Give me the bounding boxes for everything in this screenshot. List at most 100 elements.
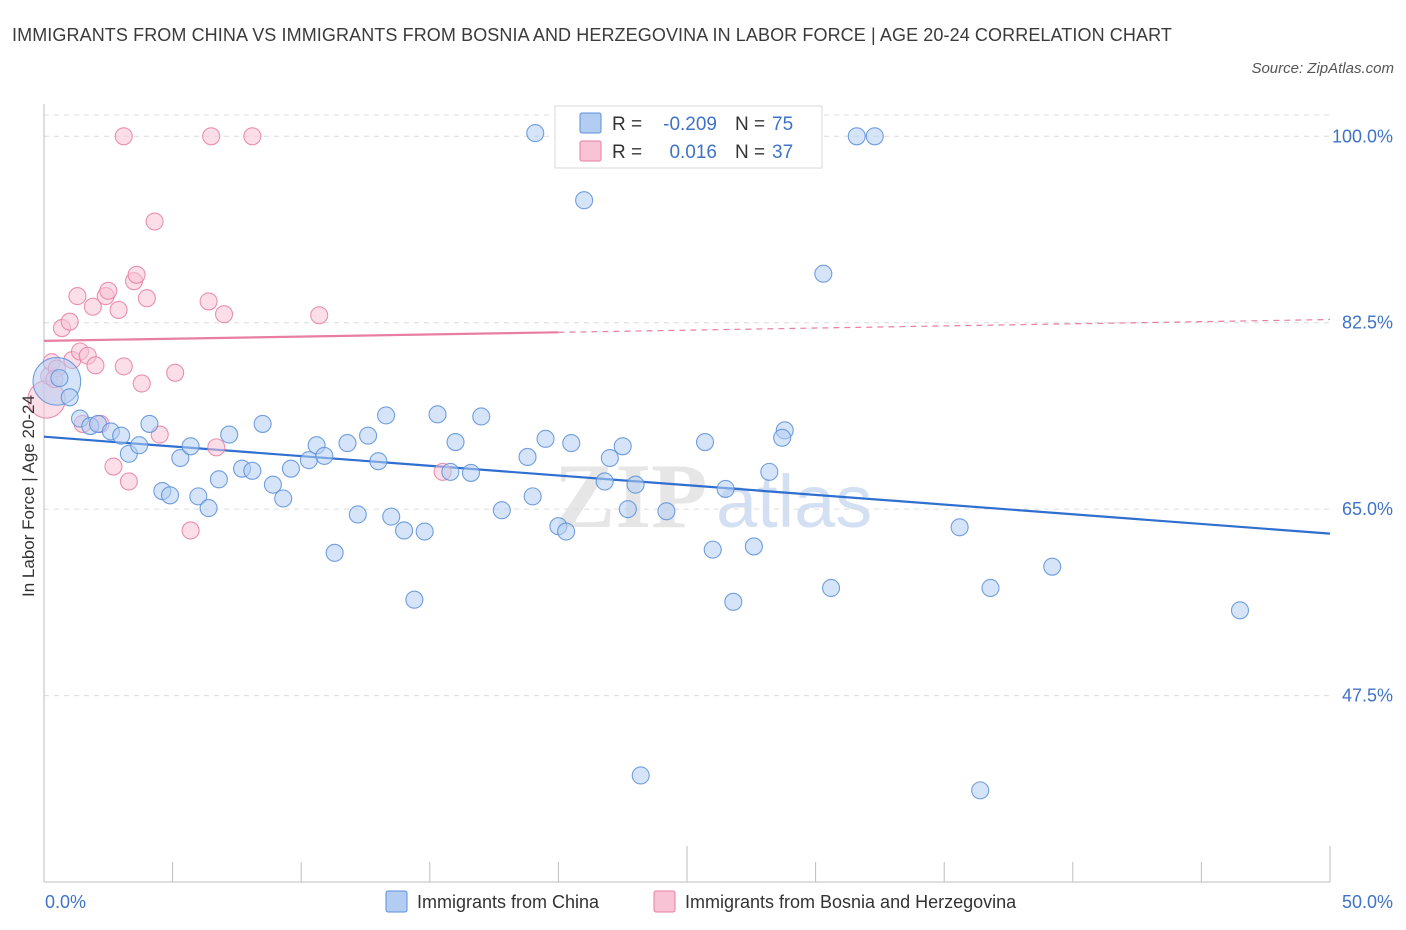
- x-tick-label: 50.0%: [1342, 892, 1393, 912]
- point-china: [716, 479, 735, 498]
- stats-n-label-bosnia: N =: [735, 142, 765, 163]
- point-bosnia: [83, 297, 102, 316]
- point-china: [626, 475, 645, 494]
- point-china: [523, 487, 542, 506]
- gridlines: [44, 114, 1330, 697]
- watermark-atlas: atlas: [716, 460, 872, 543]
- point-bosnia: [202, 127, 221, 146]
- point-china: [821, 578, 841, 598]
- stats-box: R = -0.209 N = 75 R = 0.016 N = 37: [554, 105, 823, 169]
- y-tick-label: 100.0%: [1332, 126, 1393, 146]
- point-china: [441, 462, 460, 481]
- point-china: [140, 414, 159, 433]
- point-china: [348, 505, 367, 524]
- point-china: [562, 434, 581, 453]
- point-china: [171, 448, 190, 468]
- point-china: [724, 592, 743, 611]
- point-china: [744, 537, 763, 556]
- point-bosnia: [114, 127, 133, 146]
- point-china: [613, 437, 632, 456]
- point-bosnia: [166, 363, 185, 382]
- point-china: [50, 369, 69, 388]
- legend: Immigrants from China Immigrants from Bo…: [385, 890, 1017, 913]
- point-china: [773, 428, 792, 447]
- point-china: [112, 426, 131, 445]
- point-china: [382, 507, 401, 526]
- y-axis-label: In Labor Force | Age 20-24: [19, 395, 38, 597]
- point-china: [595, 472, 614, 491]
- trend-lines: [43, 318, 1331, 535]
- point-china: [405, 590, 424, 609]
- axes: [43, 104, 1331, 883]
- point-bosnia: [145, 212, 164, 231]
- point-china: [199, 499, 218, 518]
- point-china: [446, 432, 465, 452]
- point-china: [130, 436, 149, 455]
- point-bosnia: [68, 287, 87, 306]
- point-bosnia: [127, 265, 146, 284]
- trend-line-dashed-1: [558, 318, 1331, 333]
- point-china: [814, 264, 833, 283]
- point-china: [1230, 601, 1250, 620]
- point-china: [526, 124, 545, 143]
- legend-swatch-bosnia: [653, 890, 676, 913]
- x-tick-labels: 0.0% 50.0%: [45, 892, 1393, 912]
- point-china: [325, 543, 344, 562]
- point-china: [189, 487, 208, 506]
- point-bosnia: [181, 521, 200, 540]
- point-china: [338, 434, 357, 453]
- point-china: [1043, 557, 1062, 576]
- point-china: [760, 462, 779, 481]
- point-china: [395, 521, 414, 540]
- point-china: [557, 522, 576, 541]
- y-tick-label: 47.5%: [1342, 686, 1393, 706]
- point-china: [369, 452, 388, 471]
- point-china: [377, 406, 396, 425]
- stats-n-value-bosnia: 37: [772, 142, 793, 163]
- point-china: [415, 522, 434, 541]
- point-china: [243, 461, 262, 480]
- point-china: [618, 500, 637, 519]
- point-bosnia: [132, 374, 151, 393]
- point-bosnia: [310, 306, 329, 325]
- chart-title: IMMIGRANTS FROM CHINA VS IMMIGRANTS FROM…: [12, 25, 1172, 45]
- point-china: [220, 425, 239, 444]
- y-tick-labels: 47.5% 65.0% 82.5% 100.0%: [1332, 126, 1393, 705]
- point-china: [971, 781, 990, 800]
- trend-line-0: [43, 435, 1331, 535]
- point-bosnia: [214, 305, 234, 324]
- point-china: [600, 448, 619, 468]
- stats-swatch-china: [579, 112, 602, 134]
- point-bosnia: [109, 300, 128, 319]
- point-china: [631, 766, 650, 785]
- point-china: [253, 414, 272, 433]
- point-bosnia: [199, 292, 218, 311]
- point-china: [181, 437, 200, 456]
- point-china: [575, 191, 594, 210]
- stats-n-value-china: 75: [772, 114, 793, 135]
- stats-swatch-bosnia: [579, 140, 602, 162]
- data-points: [27, 124, 1250, 800]
- point-bosnia: [99, 281, 118, 300]
- point-china: [536, 429, 555, 448]
- point-china: [865, 127, 884, 146]
- legend-swatch-china: [385, 890, 408, 913]
- trend-line-1: [43, 331, 559, 342]
- point-china: [281, 459, 300, 478]
- point-bosnia: [114, 357, 133, 376]
- stats-r-label-bosnia: R =: [612, 142, 642, 163]
- stats-r-value-china: -0.209: [663, 114, 717, 135]
- point-china: [847, 127, 866, 146]
- watermark-zip: ZIP: [554, 445, 707, 547]
- x-tick-label: 0.0%: [45, 892, 86, 912]
- stats-r-label-china: R =: [612, 114, 642, 135]
- point-china: [657, 502, 676, 521]
- point-china: [981, 578, 1000, 598]
- point-bosnia: [243, 127, 262, 146]
- point-bosnia: [60, 312, 79, 331]
- point-bosnia: [104, 457, 123, 476]
- legend-label-china: Immigrants from China: [417, 892, 600, 912]
- point-china: [703, 540, 722, 559]
- stats-n-label-china: N =: [735, 114, 765, 135]
